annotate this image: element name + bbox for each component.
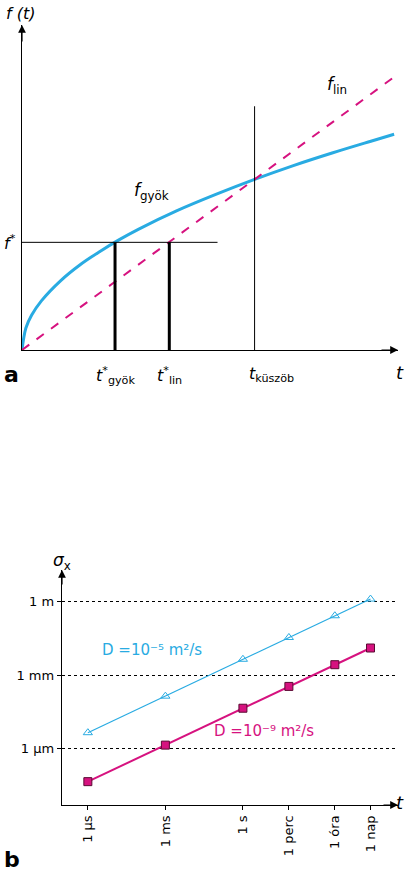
svg-text:1 µs: 1 µs — [80, 815, 95, 843]
svg-text:t​*​​gyök​: t​*​​gyök​ — [96, 364, 135, 387]
svg-text:f​*​: f​*​ — [4, 232, 16, 253]
svg-text:1 ms: 1 ms — [158, 815, 173, 847]
svg-text:1 perc: 1 perc — [281, 815, 296, 856]
svg-text:t: t — [396, 792, 404, 813]
svg-text:f​gyök​: f​gyök​ — [134, 180, 169, 203]
svg-text:D =10⁻⁵ m²/s: D =10⁻⁵ m²/s — [102, 641, 202, 659]
svg-text:1 s: 1 s — [235, 815, 250, 834]
svg-text:σ​x​: σ​x​ — [53, 550, 71, 573]
svg-text:f (t): f (t) — [6, 4, 35, 23]
svg-text:f​lin​: f​lin​ — [327, 74, 347, 97]
svg-text:D =10⁻⁹ m²/s: D =10⁻⁹ m²/s — [214, 722, 314, 740]
svg-text:1 óra: 1 óra — [327, 815, 342, 849]
svg-text:1 µm: 1 µm — [21, 741, 54, 756]
svg-text:1 mm: 1 mm — [16, 668, 54, 683]
svg-text:b: b — [4, 847, 20, 872]
svg-text:1 nap: 1 nap — [363, 815, 378, 852]
svg-text:a: a — [4, 362, 19, 387]
svg-text:t: t — [396, 362, 404, 383]
svg-text:t​küszöb​: t​küszöb​ — [249, 364, 294, 385]
svg-text:1 m: 1 m — [29, 594, 54, 609]
svg-text:t​*​​lin​: t​*​​lin​ — [157, 364, 182, 387]
